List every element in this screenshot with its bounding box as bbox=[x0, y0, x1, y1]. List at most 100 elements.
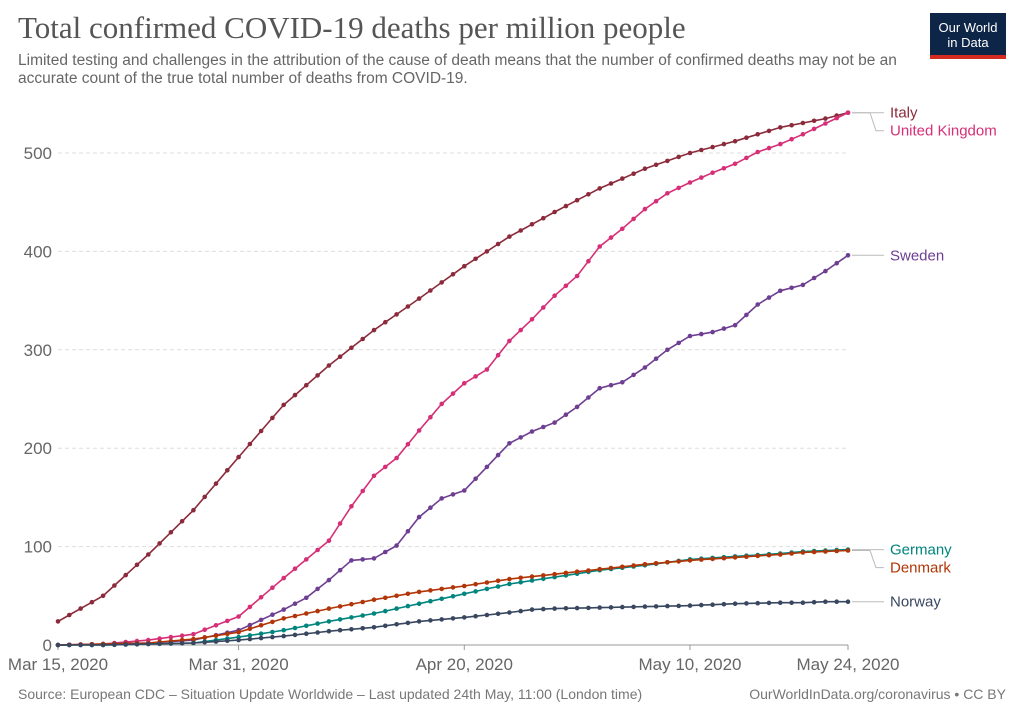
data-point bbox=[778, 600, 783, 605]
data-point bbox=[337, 354, 343, 360]
data-point bbox=[484, 586, 490, 592]
x-tick-label: Apr 20, 2020 bbox=[416, 655, 513, 674]
logo-line-2: in Data bbox=[947, 35, 989, 50]
data-point bbox=[270, 585, 275, 590]
data-point bbox=[270, 612, 275, 617]
data-point bbox=[563, 412, 569, 418]
grid-lines bbox=[58, 152, 848, 646]
data-point bbox=[620, 564, 625, 570]
data-point bbox=[823, 121, 828, 126]
data-point bbox=[710, 170, 715, 175]
data-point bbox=[191, 640, 196, 646]
data-point bbox=[484, 249, 490, 254]
x-tick-label: May 24, 2020 bbox=[796, 655, 899, 674]
data-point bbox=[236, 614, 241, 619]
data-point bbox=[383, 623, 388, 629]
data-point bbox=[823, 599, 828, 604]
data-point bbox=[304, 631, 309, 636]
data-point bbox=[371, 473, 377, 479]
data-point bbox=[292, 601, 298, 606]
data-point bbox=[597, 186, 602, 191]
data-point bbox=[541, 215, 546, 221]
data-point bbox=[495, 452, 501, 458]
data-point bbox=[326, 577, 332, 583]
x-axis: Mar 15, 2020 Mar 31, 2020 Apr 20, 2020 May … bbox=[8, 644, 900, 674]
logo-line-1: Our World bbox=[938, 20, 998, 35]
data-point bbox=[574, 404, 580, 410]
data-point bbox=[687, 558, 693, 563]
data-point bbox=[462, 583, 467, 589]
data-point bbox=[710, 602, 715, 607]
data-point bbox=[450, 594, 456, 599]
data-point bbox=[563, 283, 569, 289]
data-point bbox=[800, 120, 806, 126]
y-axis: 0 100 200 300 400 500 bbox=[24, 144, 52, 655]
data-point bbox=[89, 599, 95, 605]
source-note: Source: European CDC – Situation Update … bbox=[18, 686, 643, 702]
data-point bbox=[789, 136, 794, 142]
data-point bbox=[450, 585, 456, 590]
data-point bbox=[665, 158, 670, 164]
series-label-sweden: Sweden bbox=[890, 247, 944, 264]
data-point bbox=[315, 608, 320, 614]
data-point bbox=[473, 476, 478, 482]
data-point bbox=[428, 414, 433, 420]
data-point bbox=[349, 627, 354, 632]
data-point bbox=[620, 380, 625, 385]
data-point bbox=[383, 595, 388, 601]
data-point bbox=[258, 631, 264, 636]
data-point bbox=[845, 599, 851, 604]
data-point bbox=[507, 234, 512, 239]
data-point bbox=[281, 616, 287, 621]
data-point bbox=[292, 613, 298, 619]
credit-link[interactable]: OurWorldInData.org/coronavirus • CC BY bbox=[749, 686, 1006, 702]
data-point bbox=[744, 155, 749, 161]
data-point bbox=[653, 604, 659, 609]
data-point bbox=[653, 198, 659, 204]
chart-subtitle: Limited testing and challenges in the at… bbox=[18, 52, 897, 87]
x-tick-label: Mar 15, 2020 bbox=[8, 655, 108, 674]
data-point bbox=[811, 549, 817, 555]
data-point bbox=[383, 549, 388, 555]
data-point bbox=[450, 616, 456, 621]
data-point bbox=[778, 141, 783, 147]
data-point bbox=[213, 639, 219, 644]
data-point bbox=[428, 588, 433, 593]
data-point bbox=[778, 552, 783, 557]
series-line bbox=[57, 111, 849, 623]
data-point bbox=[213, 623, 219, 628]
data-point bbox=[484, 464, 490, 470]
data-point bbox=[270, 415, 275, 421]
data-point bbox=[337, 567, 343, 573]
data-point bbox=[123, 642, 128, 647]
data-point bbox=[394, 606, 399, 611]
data-point bbox=[202, 635, 207, 640]
data-point bbox=[371, 597, 377, 602]
data-point bbox=[766, 128, 772, 134]
data-point bbox=[811, 126, 817, 132]
data-point bbox=[642, 365, 648, 370]
data-point bbox=[371, 556, 377, 561]
data-point bbox=[574, 197, 580, 203]
data-point bbox=[258, 635, 264, 641]
data-point bbox=[687, 333, 693, 339]
data-point bbox=[100, 642, 106, 648]
data-point bbox=[811, 118, 817, 124]
data-point bbox=[473, 374, 478, 379]
data-point bbox=[405, 304, 411, 309]
series-united-kingdom bbox=[55, 110, 851, 648]
data-point bbox=[834, 115, 839, 121]
data-point bbox=[495, 352, 501, 358]
data-point bbox=[281, 607, 287, 612]
data-point bbox=[845, 548, 851, 553]
data-point bbox=[416, 601, 422, 606]
data-point bbox=[179, 637, 185, 643]
data-point bbox=[462, 615, 467, 620]
data-point bbox=[191, 507, 196, 513]
data-point bbox=[405, 529, 411, 534]
y-tick-label: 300 bbox=[24, 341, 52, 360]
owid-logo[interactable]: Our World in Data bbox=[930, 13, 1006, 59]
data-point bbox=[721, 555, 727, 561]
data-point bbox=[157, 636, 162, 641]
data-point bbox=[574, 273, 580, 279]
